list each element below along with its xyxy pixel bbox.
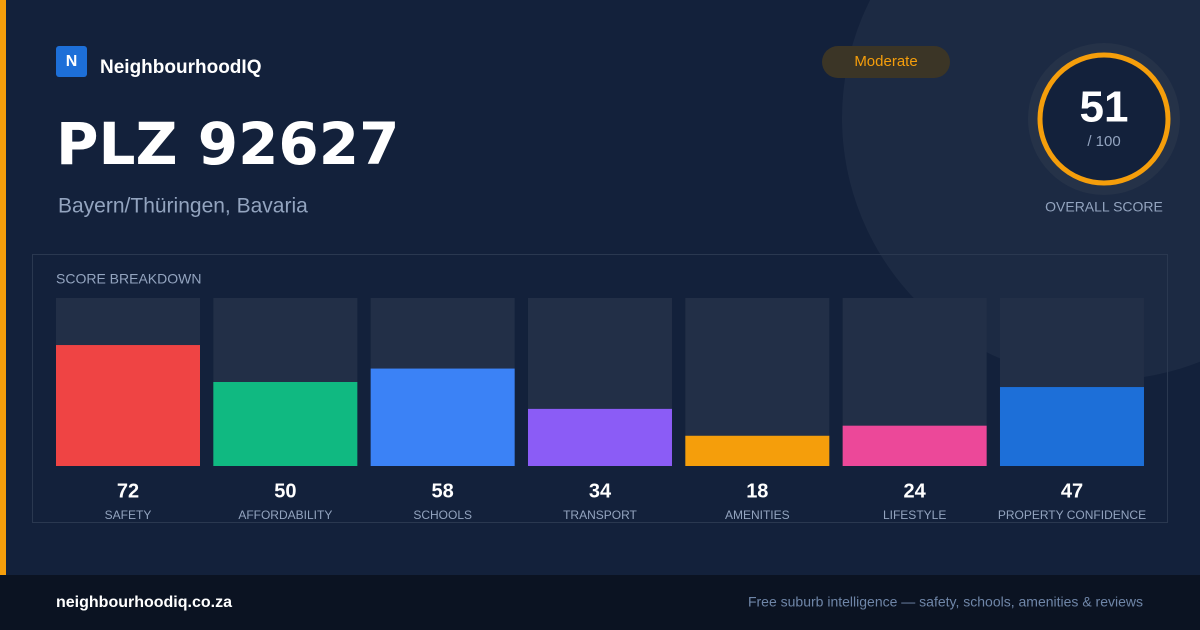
score-caption: OVERALL SCORE <box>1045 199 1163 215</box>
title: PLZ 92627 <box>56 110 400 178</box>
bar <box>685 435 830 466</box>
value-label: 47 <box>1061 480 1083 502</box>
category-label: TRANSPORT <box>563 508 637 522</box>
footer-site: neighbourhoodiq.co.za <box>56 594 232 611</box>
score-value: 51 <box>1080 83 1129 132</box>
bar <box>527 408 672 466</box>
value-label: 72 <box>117 480 139 502</box>
value-label: 58 <box>432 480 454 502</box>
bar <box>56 345 200 466</box>
score-max: / 100 <box>1087 133 1120 150</box>
bar <box>213 382 358 466</box>
value-label: 34 <box>589 480 612 502</box>
footer <box>0 575 1200 630</box>
accent-strip <box>0 0 6 575</box>
score-ring <box>1037 52 1171 186</box>
bar <box>370 368 515 466</box>
bar <box>842 425 987 466</box>
value-label: 18 <box>746 480 768 502</box>
value-label: 24 <box>904 480 927 502</box>
badge <box>822 46 950 78</box>
category-label: AFFORDABILITY <box>238 508 332 522</box>
logo-box <box>56 46 87 77</box>
category-label: PROPERTY CONFIDENCE <box>998 508 1146 522</box>
bar <box>999 387 1144 466</box>
badge-text: Moderate <box>854 53 917 70</box>
category-label: LIFESTYLE <box>883 508 946 522</box>
brand-name: NeighbourhoodIQ <box>100 57 261 78</box>
value-label: 50 <box>274 480 296 502</box>
category-label: AMENITIES <box>725 508 790 522</box>
footer-tagline: Free suburb intelligence — safety, schoo… <box>748 594 1143 610</box>
subtitle: Bayern/Thüringen, Bavaria <box>58 195 308 218</box>
category-label: SAFETY <box>105 508 152 522</box>
logo-letter: N <box>66 53 78 70</box>
chart-title: SCORE BREAKDOWN <box>56 271 201 287</box>
breakdown-panel <box>32 254 1168 523</box>
category-label: SCHOOLS <box>413 508 472 522</box>
